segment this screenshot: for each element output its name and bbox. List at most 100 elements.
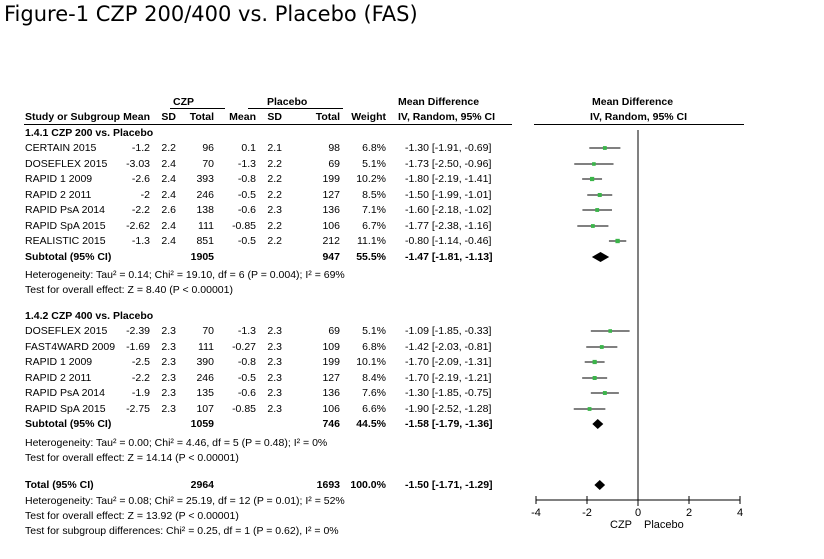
weight: 10.1% — [356, 356, 386, 368]
weight: 8.5% — [362, 189, 386, 201]
study-name: DOSEFLEX 2015 — [25, 158, 108, 170]
mean-difference-ci: -1.73 [-2.50, -0.96] — [405, 158, 492, 170]
czp-mean: -2 — [140, 189, 150, 201]
czp-total: 111 — [198, 220, 214, 232]
x-label-placebo: Placebo — [644, 519, 684, 531]
figure-title: Figure-1 CZP 200/400 vs. Placebo (FAS) — [4, 2, 418, 26]
mean-difference-ci: -1.47 [-1.81, -1.13] — [405, 251, 493, 263]
header-rule-table — [24, 124, 512, 125]
header-group-placebo: Placebo — [267, 96, 308, 108]
summary-diamond — [591, 252, 610, 262]
study-name: RAPID SpA 2015 — [25, 403, 106, 415]
study-name: FAST4WARD 2009 — [25, 341, 116, 353]
mean-difference-ci: -1.70 [-2.09, -1.31] — [405, 356, 492, 368]
pbo-mean: -1.3 — [237, 325, 256, 337]
point-estimate-marker — [589, 176, 595, 182]
study-name: RAPID 1 2009 — [25, 173, 93, 185]
mean-difference-ci: -1.58 [-1.79, -1.36] — [405, 418, 493, 430]
czp-sd: 2.3 — [161, 372, 176, 384]
pbo-sd: 2.3 — [267, 403, 282, 415]
czp-total: 107 — [196, 403, 214, 415]
point-estimate-marker — [599, 345, 604, 349]
study-name: CERTAIN 2015 — [25, 142, 97, 154]
header-study: Study or Subgroup — [25, 111, 121, 123]
weight: 8.4% — [362, 372, 386, 384]
pbo-mean: -0.27 — [232, 341, 256, 353]
header-plot-title: Mean Difference — [592, 96, 674, 108]
weight: 7.1% — [362, 204, 386, 216]
czp-sd: 2.4 — [161, 173, 176, 185]
czp-total: 70 — [202, 325, 214, 337]
mean-difference-ci: -1.30 [-1.85, -0.75] — [405, 387, 492, 399]
czp-sd: 2.2 — [161, 142, 176, 154]
summary-diamond — [594, 480, 606, 490]
point-estimate-marker — [590, 224, 595, 228]
pbo-total: 127 — [322, 372, 340, 384]
header-czp-total: Total — [189, 111, 214, 123]
weight: 100.0% — [350, 479, 386, 491]
pbo-total: 127 — [322, 189, 340, 201]
czp-sd: 2.3 — [161, 356, 176, 368]
mean-difference-ci: -0.80 [-1.14, -0.46] — [405, 235, 492, 247]
pbo-mean: 0.1 — [241, 142, 256, 154]
total-effect-text: Test for overall effect: Z = 13.92 (P < … — [25, 510, 239, 522]
group-title: 1.4.2 CZP 400 vs. Placebo — [25, 310, 154, 322]
study-name: RAPID 2 2011 — [25, 372, 92, 384]
study-name: RAPID SpA 2015 — [25, 220, 106, 232]
subtotal-label: Subtotal (95% CI) — [25, 418, 112, 430]
czp-sd: 2.3 — [161, 387, 176, 399]
weight: 11.1% — [357, 235, 386, 247]
mean-difference-ci: -1.30 [-1.91, -0.69] — [405, 142, 492, 154]
mean-difference-ci: -1.80 [-2.19, -1.41] — [405, 173, 492, 185]
mean-difference-ci: -1.42 [-2.03, -0.81] — [405, 341, 492, 353]
czp-mean: -1.69 — [126, 341, 150, 353]
czp-mean: -2.62 — [126, 220, 150, 232]
point-estimate-marker — [587, 407, 592, 411]
mean-difference-ci: -1.90 [-2.52, -1.28] — [405, 403, 492, 415]
czp-total: 246 — [196, 372, 214, 384]
mean-difference-ci: -1.50 [-1.99, -1.01] — [405, 189, 492, 201]
weight: 55.5% — [356, 251, 386, 263]
overall-effect-text: Test for overall effect: Z = 14.14 (P < … — [25, 452, 239, 464]
weight: 6.8% — [362, 142, 386, 154]
weight: 10.2% — [356, 173, 386, 185]
x-tick-label: 2 — [686, 507, 692, 519]
pbo-sd: 2.2 — [267, 220, 282, 232]
pbo-mean: -0.85 — [232, 220, 256, 232]
pbo-total: 1693 — [316, 479, 340, 491]
group-title: 1.4.1 CZP 200 vs. Placebo — [25, 127, 154, 139]
czp-total: 851 — [196, 235, 214, 247]
x-tick-label: 0 — [635, 507, 641, 519]
pbo-total: 746 — [322, 418, 340, 430]
point-estimate-marker — [592, 162, 596, 166]
header-plot-method: IV, Random, 95% CI — [590, 111, 688, 123]
point-estimate-marker — [608, 329, 613, 333]
czp-sd: 2.6 — [161, 204, 176, 216]
pbo-sd: 2.2 — [267, 235, 282, 247]
weight: 7.6% — [362, 387, 386, 399]
czp-total: 111 — [198, 341, 214, 353]
czp-header-underline — [170, 108, 225, 109]
czp-sd: 2.4 — [161, 189, 176, 201]
mean-difference-ci: -1.09 [-1.85, -0.33] — [405, 325, 492, 337]
summary-diamond — [592, 419, 604, 429]
point-estimate-marker — [592, 375, 597, 381]
header-method: IV, Random, 95% CI — [398, 111, 496, 123]
x-tick-label: 4 — [737, 507, 743, 519]
pbo-mean: -0.5 — [237, 235, 256, 247]
pbo-sd: 2.3 — [267, 372, 282, 384]
czp-mean: -2.75 — [126, 403, 150, 415]
overall-effect-text: Test for overall effect: Z = 8.40 (P < 0… — [25, 284, 233, 296]
weight: 5.1% — [362, 325, 386, 337]
czp-total: 390 — [196, 356, 214, 368]
czp-mean: -2.2 — [131, 372, 150, 384]
x-tick-label: -2 — [582, 507, 592, 519]
pbo-total: 136 — [322, 204, 340, 216]
czp-mean: -3.03 — [126, 158, 150, 170]
point-estimate-marker — [597, 192, 602, 198]
pbo-sd: 2.1 — [267, 142, 282, 154]
header-mean-difference: Mean Difference — [398, 96, 480, 108]
header-pbo-sd: SD — [267, 111, 282, 123]
pbo-sd: 2.3 — [267, 204, 282, 216]
